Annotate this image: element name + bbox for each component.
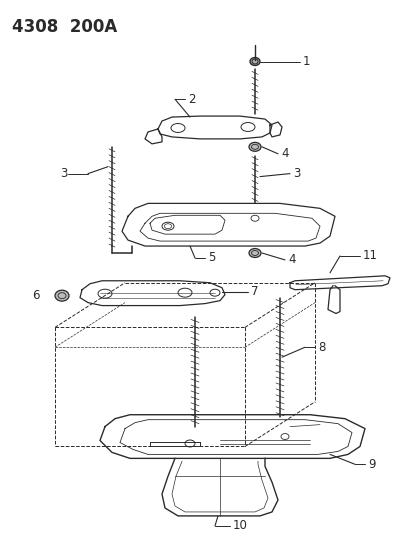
- Text: 3: 3: [60, 167, 67, 180]
- Text: 10: 10: [233, 519, 247, 532]
- Text: 4: 4: [287, 253, 295, 266]
- Text: 4: 4: [280, 147, 288, 160]
- Text: 7: 7: [250, 285, 258, 298]
- Ellipse shape: [248, 248, 260, 257]
- Text: 3: 3: [292, 167, 300, 180]
- Ellipse shape: [249, 58, 259, 66]
- Text: 6: 6: [33, 289, 40, 302]
- Text: 11: 11: [362, 249, 377, 262]
- Ellipse shape: [248, 142, 260, 151]
- Ellipse shape: [55, 290, 69, 301]
- Text: 4308  200A: 4308 200A: [12, 18, 117, 36]
- Text: 1: 1: [302, 55, 310, 68]
- Text: 2: 2: [188, 93, 195, 106]
- Text: 9: 9: [367, 458, 375, 471]
- Text: 5: 5: [207, 252, 215, 264]
- Text: 8: 8: [317, 341, 325, 354]
